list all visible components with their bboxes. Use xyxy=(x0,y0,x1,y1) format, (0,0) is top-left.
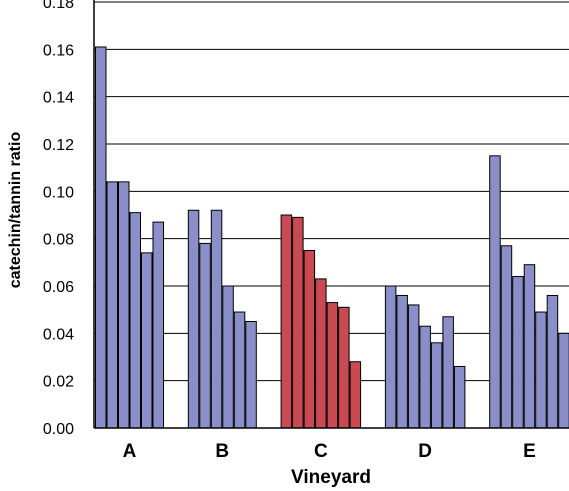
bar-D-6 xyxy=(442,316,454,429)
y-tick-label: 0.18 xyxy=(43,0,74,12)
bar-A-5 xyxy=(141,252,153,429)
bar-E-5 xyxy=(535,311,547,429)
category-label: D xyxy=(418,441,432,462)
bar-B-2 xyxy=(199,242,211,429)
bar-E-3 xyxy=(512,276,524,429)
bar-D-2 xyxy=(396,294,408,429)
bar-A-4 xyxy=(129,212,141,429)
bar-C-1 xyxy=(280,214,293,429)
y-tick-label: 0.00 xyxy=(43,421,74,438)
bars xyxy=(95,46,569,429)
category-label: E xyxy=(523,441,536,462)
bar-A-3 xyxy=(118,181,130,429)
y-tick-label: 0.12 xyxy=(43,137,74,154)
category-label: B xyxy=(215,441,229,462)
category-label: A xyxy=(123,441,137,462)
bar-C-3 xyxy=(303,250,316,429)
bar-D-1 xyxy=(384,285,397,429)
bar-A-2 xyxy=(106,181,118,429)
y-tick-label: 0.10 xyxy=(43,184,74,201)
bar-C-5 xyxy=(326,302,339,429)
bar-E-1 xyxy=(489,155,501,429)
bar-A-1 xyxy=(95,46,107,429)
bar-C-2 xyxy=(292,216,304,429)
bar-C-4 xyxy=(315,278,327,429)
bar-D-3 xyxy=(407,304,420,429)
category-labels: A B C D E xyxy=(123,441,536,462)
bar-B-4 xyxy=(222,285,234,429)
bar-D-4 xyxy=(419,325,431,429)
grid-lines xyxy=(94,1,569,382)
bar-E-6 xyxy=(546,294,559,429)
y-tick-label: 0.14 xyxy=(43,90,74,107)
bar-C-7 xyxy=(349,361,362,429)
y-tick-label: 0.16 xyxy=(43,42,74,59)
bar-B-1 xyxy=(187,209,200,429)
bar-E-2 xyxy=(500,245,513,429)
y-tick-labels: 0.00 0.02 0.04 0.06 0.08 0.10 0.12 0.14 0.16 0.18 xyxy=(43,0,74,438)
bar-B-3 xyxy=(210,209,223,429)
y-axis-title: catechin/tannin ratio xyxy=(7,132,24,289)
bar-D-7 xyxy=(453,365,466,429)
y-tick-label: 0.02 xyxy=(43,374,74,391)
y-tick-label: 0.04 xyxy=(43,326,74,343)
x-axis-title: Vineyard xyxy=(291,467,371,488)
bar-D-5 xyxy=(430,342,443,429)
bar-C-6 xyxy=(338,306,350,429)
bar-B-6 xyxy=(245,321,257,429)
bar-B-5 xyxy=(233,311,246,429)
y-tick-label: 0.06 xyxy=(43,279,74,296)
bar-E-7 xyxy=(558,332,569,429)
bar-A-6 xyxy=(152,221,164,429)
category-label: C xyxy=(314,441,328,462)
y-tick-label: 0.08 xyxy=(43,232,74,249)
bar-E-4 xyxy=(523,264,536,429)
